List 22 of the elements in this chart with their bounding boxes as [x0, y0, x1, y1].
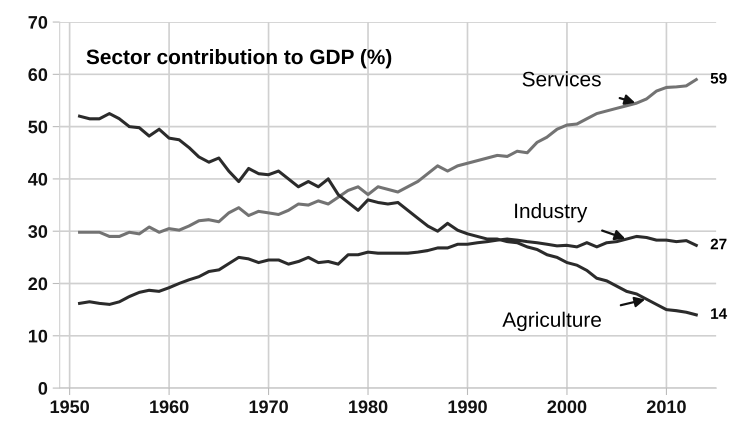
- y-tick-label: 60: [28, 68, 48, 82]
- annotation: Services: [522, 71, 601, 86]
- annotation: Agriculture: [502, 312, 601, 332]
- annotation: 27: [710, 238, 726, 250]
- annotation: 59: [710, 72, 727, 84]
- y-tick-label: 70: [28, 16, 48, 29]
- y-tick-label: 40: [28, 172, 48, 186]
- annotation: Industry: [515, 202, 588, 222]
- annotation: 14: [711, 308, 728, 319]
- text: Sector contribution to GDP (%): [86, 48, 392, 68]
- x-tick-label: 2010: [646, 400, 686, 414]
- y-tick-label: 10: [28, 330, 48, 343]
- y-tick-label: 30: [28, 225, 48, 238]
- x-tick-label: 1960: [150, 400, 188, 414]
- x-tick-label: 1970: [250, 400, 288, 414]
- y-tick-label: 50: [28, 120, 48, 134]
- y-tick-label: 20: [28, 277, 48, 290]
- x-tick-label: 2000: [548, 400, 586, 414]
- x-tick-label: 1980: [349, 400, 388, 414]
- x-tick-label: 1990: [448, 400, 487, 414]
- y-tick-label: 0: [38, 382, 48, 395]
- x-tick-label: 1950: [50, 400, 89, 414]
